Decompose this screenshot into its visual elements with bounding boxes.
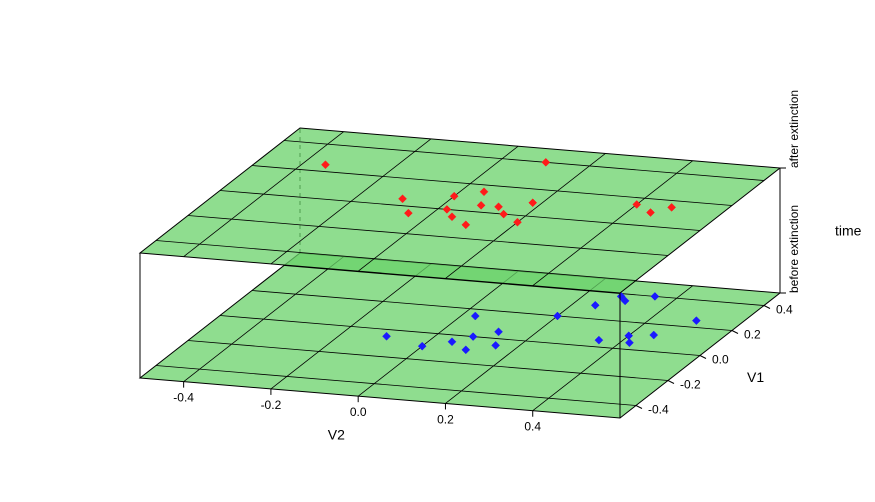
y-tick-label: 0.2 — [744, 328, 761, 342]
x-axis-label: V2 — [328, 426, 345, 442]
z-level-label: before extinction — [787, 205, 801, 293]
y-tick — [700, 356, 706, 359]
y-tick-label: -0.2 — [680, 378, 701, 392]
y-tick-label: 0.4 — [776, 303, 793, 317]
x-tick-label: -0.2 — [261, 398, 282, 412]
scatter3d-plot: -0.4 -0.2 0.0 0.2 0.4 V2 -0.4 -0.2 0.0 0.2 0.4 V1 be… — [0, 0, 875, 502]
z-level-label: after extinction — [787, 90, 801, 168]
y-tick — [668, 381, 674, 384]
y-tick — [636, 406, 642, 409]
z-axis-label: time — [835, 223, 862, 239]
y-tick-label: -0.4 — [648, 403, 669, 417]
x-tick-label: -0.4 — [173, 391, 194, 405]
x-tick-label: 0.0 — [350, 405, 367, 419]
x-tick-label: 0.4 — [524, 420, 541, 434]
y-tick — [732, 331, 738, 334]
y-axis-label: V1 — [747, 369, 764, 385]
y-tick — [764, 306, 770, 309]
x-tick-label: 0.2 — [437, 412, 454, 426]
y-tick-label: 0.0 — [712, 353, 729, 367]
